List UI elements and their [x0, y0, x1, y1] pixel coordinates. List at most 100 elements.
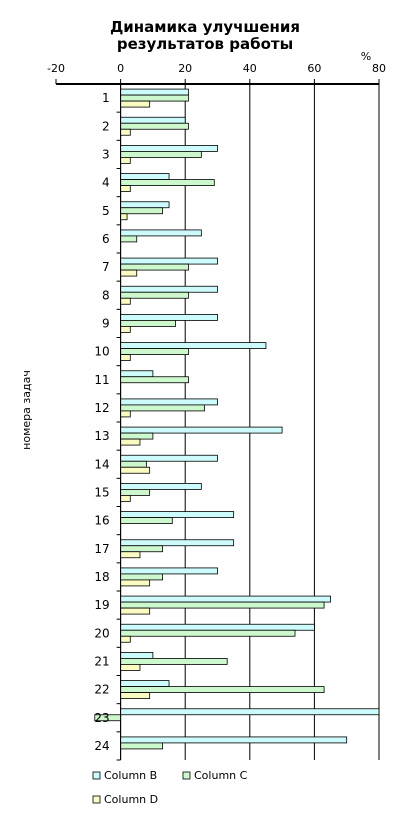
- legend-label-column-d: Column D: [104, 793, 158, 806]
- bars: [94, 88, 380, 750]
- bar-column-c-15: [120, 489, 151, 496]
- category-label-16: 16: [94, 514, 109, 528]
- x-axis-unit-label: %: [361, 50, 371, 63]
- x-tick-labels: -20 0 20 40 60 80: [47, 62, 386, 75]
- bar-column-d-14: [120, 466, 151, 474]
- bar-column-b-5: [120, 201, 170, 209]
- chart-title-line-1: Динамика улучшения: [110, 18, 300, 36]
- bar-column-c-2: [120, 122, 189, 130]
- bar-column-d-8: [120, 297, 131, 305]
- category-label-20: 20: [94, 626, 109, 640]
- category-label-6: 6: [102, 232, 110, 246]
- bar-column-c-3: [120, 151, 202, 158]
- bar-column-d-19: [120, 607, 151, 615]
- category-label-17: 17: [94, 542, 109, 556]
- bar-column-b-13: [120, 426, 283, 434]
- category-label-4: 4: [102, 176, 110, 190]
- x-tick-label-5: 80: [372, 62, 386, 75]
- category-label-18: 18: [94, 570, 109, 584]
- bar-column-c-20: [120, 629, 296, 637]
- bar-column-c-6: [120, 235, 138, 243]
- bar-column-d-15: [120, 495, 131, 502]
- bar-column-b-14: [120, 454, 218, 462]
- bar-column-d-12: [120, 410, 131, 418]
- bar-column-b-19: [120, 595, 331, 603]
- bar-column-d-1: [120, 100, 151, 108]
- bar-column-c-22: [120, 686, 325, 693]
- bar-column-d-21: [120, 664, 141, 671]
- bar-column-c-8: [120, 291, 189, 299]
- category-label-1: 1: [102, 91, 110, 105]
- bar-column-c-18: [120, 573, 163, 581]
- bar-column-d-9: [120, 326, 131, 333]
- category-label-21: 21: [94, 654, 109, 668]
- bar-column-c-13: [120, 432, 154, 440]
- bar-column-d-10: [120, 354, 131, 361]
- bar-column-d-4: [120, 185, 131, 192]
- y-axis-label: номера задач: [20, 370, 33, 450]
- category-label-2: 2: [102, 119, 110, 133]
- legend-swatch-column-d: [92, 795, 101, 804]
- category-label-7: 7: [102, 260, 110, 274]
- category-label-23: 23: [94, 711, 109, 725]
- bar-column-d-2: [120, 128, 131, 136]
- category-label-11: 11: [94, 373, 109, 387]
- bar-column-c-5: [120, 207, 163, 215]
- bar-column-d-5: [120, 213, 128, 221]
- x-tick-label-2: 20: [178, 62, 192, 75]
- bar-column-b-15: [120, 483, 202, 490]
- chart-title: Динамика улучшения результатов работы: [110, 18, 300, 53]
- bar-column-d-7: [120, 269, 138, 277]
- bar-column-b-9: [120, 314, 218, 321]
- bar-column-b-6: [120, 229, 202, 237]
- bar-column-d-3: [120, 157, 131, 164]
- bar-column-b-24: [120, 736, 348, 744]
- bar-column-b-18: [120, 567, 218, 575]
- chart-title-line-2: результатов работы: [117, 35, 293, 53]
- bar-column-c-4: [120, 179, 215, 186]
- bar-column-c-17: [120, 545, 163, 553]
- bar-column-b-3: [120, 145, 218, 152]
- bar-column-c-14: [120, 460, 147, 468]
- bar-column-c-19: [120, 601, 325, 609]
- bar-column-d-13: [120, 438, 141, 446]
- x-tick-label-4: 60: [307, 62, 321, 75]
- legend-label-column-c: Column C: [194, 769, 248, 782]
- legend-swatch-column-b: [92, 771, 101, 780]
- x-tick-label-3: 40: [243, 62, 257, 75]
- axes: [55, 79, 380, 761]
- category-label-14: 14: [94, 457, 109, 471]
- category-label-15: 15: [94, 485, 109, 499]
- legend-label-column-b: Column B: [104, 769, 157, 782]
- bar-column-c-21: [120, 658, 228, 665]
- bar-column-b-2: [120, 116, 186, 124]
- bar-column-b-16: [120, 511, 235, 518]
- bar-column-c-10: [120, 348, 189, 355]
- bar-column-c-12: [120, 404, 205, 412]
- bar-column-d-22: [120, 692, 151, 699]
- category-label-12: 12: [94, 401, 109, 415]
- category-label-13: 13: [94, 429, 109, 443]
- legend: Column B Column C Column D: [92, 769, 248, 806]
- bar-column-b-12: [120, 398, 218, 406]
- bar-column-b-17: [120, 539, 235, 547]
- legend-swatch-column-c: [182, 771, 191, 780]
- bar-column-b-22: [120, 680, 170, 687]
- bar-column-c-7: [120, 263, 189, 271]
- bar-column-c-11: [120, 376, 189, 384]
- bar-column-b-4: [120, 173, 170, 180]
- bar-column-c-16: [120, 517, 173, 524]
- bar-column-b-20: [120, 623, 315, 631]
- bar-column-c-24: [120, 742, 163, 750]
- category-label-19: 19: [94, 598, 109, 612]
- x-tick-label-1: 0: [117, 62, 124, 75]
- category-label-5: 5: [102, 204, 110, 218]
- bar-column-b-1: [120, 88, 189, 96]
- bar-column-b-7: [120, 257, 218, 265]
- bar-column-c-9: [120, 320, 176, 327]
- bar-column-d-18: [120, 579, 151, 587]
- category-label-22: 22: [94, 683, 109, 697]
